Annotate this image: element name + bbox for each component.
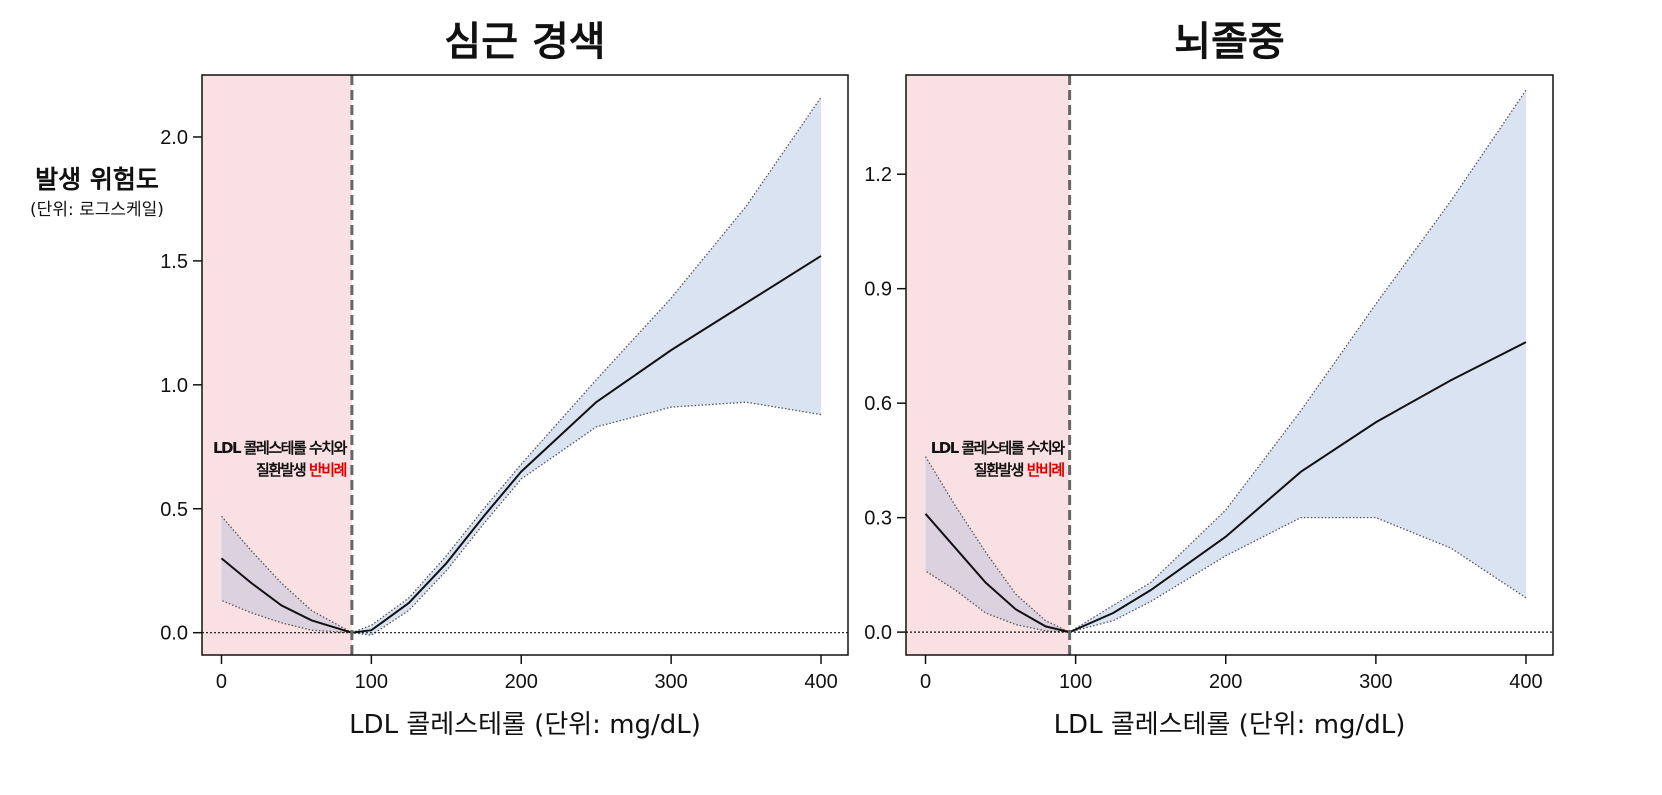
panel-1: 0 100 200 300 400 0.0 0.5 1.0 1.5 2.0 심근 경색 LDL 콜레스… bbox=[30, 19, 849, 740]
x-axis-label: LDL 콜레스테롤 (단위: mg/dL) bbox=[1054, 710, 1406, 740]
y-axis-sublabel: (단위: 로그스케일) bbox=[30, 200, 164, 220]
x-tick-label: 100 bbox=[1059, 671, 1092, 693]
lower-ci-line bbox=[351, 401, 822, 636]
ci-band-high bbox=[351, 97, 822, 636]
y-tick-label: 0.0 bbox=[864, 622, 892, 644]
x-tick-label: 0 bbox=[920, 671, 931, 693]
upper-ci-line bbox=[1069, 89, 1527, 633]
estimate-line bbox=[220, 557, 353, 634]
y-tick-label: 1.5 bbox=[160, 251, 188, 273]
estimate-line bbox=[1069, 341, 1527, 634]
annotation-text: 질환발생 bbox=[974, 461, 1027, 479]
plot-frame bbox=[201, 74, 849, 656]
ci-band-high bbox=[1069, 90, 1526, 633]
panel-2: 0 100 200 300 400 0.0 0.3 0.6 0.9 1.2 뇌졸중 LDL 콜레스테롤… bbox=[864, 19, 1554, 740]
x-tick-label: 300 bbox=[654, 671, 687, 693]
x-tick-label: 200 bbox=[1209, 671, 1242, 693]
y-tick-label: 1.2 bbox=[864, 164, 892, 186]
plot-frame bbox=[905, 74, 1554, 656]
x-tick-label: 100 bbox=[355, 671, 388, 693]
annotation-highlight: 반비례 bbox=[309, 461, 347, 479]
estimate-line bbox=[351, 255, 822, 634]
panel-title: 심근 경색 bbox=[444, 19, 605, 65]
lower-ci-line bbox=[925, 570, 1070, 633]
y-tick-label: 0.6 bbox=[864, 393, 892, 415]
annotation-line-1: LDL 콜레스테롤 수치와 bbox=[213, 439, 348, 457]
estimate-line bbox=[924, 513, 1070, 634]
annotation-line-2: 질환발생 반비례 bbox=[256, 461, 347, 479]
annotation-text: 질환발생 bbox=[256, 461, 309, 479]
y-tick-label: 0.5 bbox=[160, 499, 188, 521]
lower-ci-line bbox=[221, 599, 352, 634]
x-tick-label: 0 bbox=[216, 671, 227, 693]
ci-band-low bbox=[221, 516, 352, 633]
y-tick-label: 0.9 bbox=[864, 279, 892, 301]
y-tick-label: 0.3 bbox=[864, 508, 892, 530]
x-tick-label: 200 bbox=[505, 671, 538, 693]
x-tick-label: 400 bbox=[804, 671, 837, 693]
x-tick-label: 300 bbox=[1359, 671, 1392, 693]
annotation-line-2: 질환발생 반비례 bbox=[974, 461, 1065, 479]
x-axis-label: LDL 콜레스테롤 (단위: mg/dL) bbox=[349, 710, 701, 740]
annotation-highlight: 반비례 bbox=[1027, 461, 1065, 479]
y-tick-label: 1.0 bbox=[160, 375, 188, 397]
x-tick-label: 400 bbox=[1509, 671, 1542, 693]
annotation-line-1: LDL 콜레스테롤 수치와 bbox=[931, 439, 1066, 457]
y-tick-label: 0.0 bbox=[160, 623, 188, 645]
y-axis-label: 발생 위험도 bbox=[35, 165, 159, 194]
y-tick-label: 2.0 bbox=[160, 127, 188, 149]
ci-band-low bbox=[925, 456, 1070, 633]
lower-ci-line bbox=[1069, 516, 1527, 633]
panel-title: 뇌졸중 bbox=[1174, 19, 1284, 65]
